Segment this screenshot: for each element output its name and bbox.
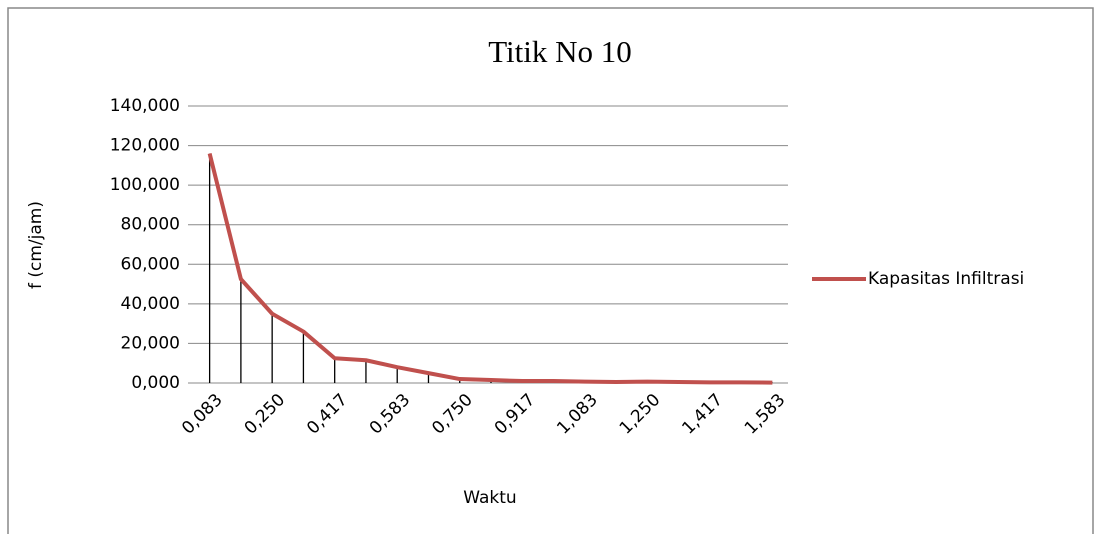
- y-tick-label: 140,000: [110, 96, 180, 116]
- x-tick-label: 1,417: [678, 390, 727, 439]
- chart-frame: [7, 7, 1094, 534]
- x-tick-label: 1,583: [741, 390, 790, 439]
- y-tick-label: 80,000: [121, 215, 180, 235]
- x-axis-label: Waktu: [463, 488, 516, 508]
- x-tick-label: 0,750: [428, 390, 477, 439]
- legend-label: Kapasitas Infiltrasi: [868, 269, 1024, 289]
- x-tick-label: 0,417: [303, 390, 352, 439]
- y-tick-label: 0,000: [131, 373, 180, 393]
- y-tick-label: 20,000: [121, 333, 180, 353]
- x-tick-label: 0,083: [178, 390, 227, 439]
- x-tick-label: 0,583: [366, 390, 415, 439]
- y-tick-label: 120,000: [110, 136, 180, 156]
- chart-title: Titik No 10: [488, 34, 632, 69]
- y-axis-label: f (cm/jam): [26, 201, 46, 289]
- x-tick-label: 0,250: [241, 390, 290, 439]
- x-tick-label: 0,917: [491, 390, 540, 439]
- y-tick-label: 40,000: [121, 294, 180, 314]
- series-line: [207, 153, 773, 385]
- y-tick-label: 60,000: [121, 254, 180, 274]
- y-tick-label: 100,000: [110, 175, 180, 195]
- x-tick-label: 1,250: [616, 390, 665, 439]
- x-tick-label: 1,083: [553, 390, 602, 439]
